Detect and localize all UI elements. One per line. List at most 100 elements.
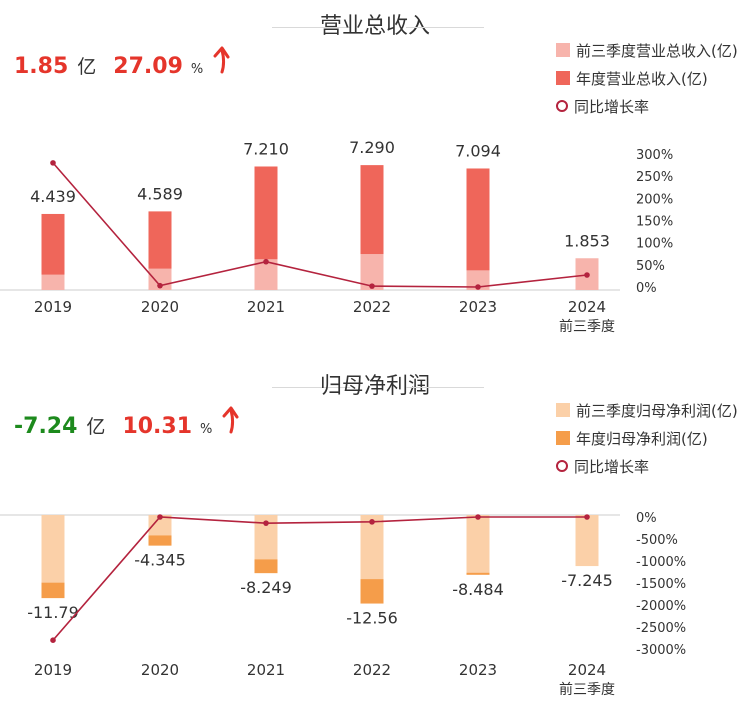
- legend-item-annual: 年度营业总收入(亿): [556, 66, 738, 90]
- profit-kpi-value: -7.24: [14, 414, 78, 439]
- right-axis-tick-label: -3000%: [636, 643, 686, 658]
- partial-bar: [41, 515, 65, 583]
- revenue-kpi-unit: 亿: [77, 56, 97, 78]
- revenue-kpi-value: 1.85: [14, 54, 69, 79]
- right-axis-tick-label: 50%: [636, 259, 665, 274]
- legend-label: 前三季度营业总收入(亿): [576, 41, 738, 60]
- right-axis-tick-label: -1000%: [636, 555, 686, 570]
- profit-kpi: -7.24 亿 10.31 %: [14, 406, 242, 446]
- partial-bar: [466, 515, 490, 573]
- category-label: 2019: [34, 661, 72, 679]
- profit-panel: 归母净利润 -7.24 亿 10.31 % 前三季度归母净利润(亿) 年度归母净…: [0, 360, 750, 723]
- right-axis-tick-label: 150%: [636, 215, 673, 230]
- category-label: 2022: [353, 661, 391, 679]
- legend-item-annual: 年度归母净利润(亿): [556, 426, 738, 450]
- legend-circle-icon: [556, 100, 568, 112]
- legend-item-growth: 同比增长率: [556, 94, 738, 118]
- growth-point: [157, 514, 163, 520]
- partial-bar: [254, 515, 278, 560]
- title-divider-left: [272, 387, 350, 388]
- title-divider-right: [406, 387, 484, 388]
- category-label: 2021: [247, 298, 285, 316]
- partial-bar: [148, 515, 172, 536]
- growth-point: [584, 272, 590, 278]
- right-axis-tick-label: 100%: [636, 237, 673, 252]
- growth-point: [369, 519, 375, 525]
- data-label: -11.79: [27, 603, 79, 622]
- right-axis-tick-label: 0%: [636, 281, 657, 296]
- partial-bar: [41, 274, 65, 290]
- revenue-legend: 前三季度营业总收入(亿) 年度营业总收入(亿) 同比增长率: [556, 38, 738, 122]
- right-axis-tick-label: -1500%: [636, 577, 686, 592]
- legend-swatch: [556, 43, 570, 57]
- up-arrow-icon: [222, 406, 239, 434]
- legend-swatch: [556, 71, 570, 85]
- up-arrow-icon: [213, 46, 230, 74]
- legend-item-partial: 前三季度归母净利润(亿): [556, 398, 738, 422]
- legend-label: 年度归母净利润(亿): [576, 429, 708, 448]
- legend-item-partial: 前三季度营业总收入(亿): [556, 38, 738, 62]
- title-divider-left: [272, 27, 350, 28]
- category-label: 2021: [247, 661, 285, 679]
- legend-swatch: [556, 431, 570, 445]
- category-label: 2020: [141, 661, 179, 679]
- category-sublabel: 前三季度: [559, 681, 615, 698]
- partial-bar: [575, 515, 599, 567]
- growth-point: [263, 520, 269, 526]
- data-label: -4.345: [134, 551, 186, 570]
- profit-kpi-unit: 亿: [86, 416, 106, 438]
- profit-title-row: 归母净利润: [0, 372, 750, 402]
- data-label: 1.853: [564, 231, 610, 250]
- category-label: 2024: [568, 298, 606, 316]
- annual-bar: [466, 168, 490, 290]
- annual-bar: [254, 166, 278, 290]
- revenue-chart: 0% 50% 100% 150% 200% 250% 300% 4.439 2019 4.589 2…: [0, 138, 673, 335]
- data-label: 7.210: [243, 139, 289, 158]
- revenue-title-row: 营业总收入: [0, 12, 750, 42]
- growth-point: [475, 284, 481, 290]
- profit-kpi-change: 10.31: [122, 414, 193, 439]
- legend-label: 同比增长率: [574, 457, 650, 476]
- legend-label: 同比增长率: [574, 97, 650, 116]
- partial-bar: [254, 259, 278, 290]
- right-axis-tick-label: -2000%: [636, 599, 686, 614]
- category-label: 2024: [568, 661, 606, 679]
- right-axis-tick-label: 0%: [636, 511, 657, 526]
- growth-point: [50, 637, 56, 643]
- growth-line: [52, 162, 588, 288]
- right-axis-tick-label: 300%: [636, 148, 673, 163]
- data-label: -7.245: [561, 571, 613, 590]
- category-label: 2020: [141, 298, 179, 316]
- category-label: 2023: [459, 661, 497, 679]
- data-label: 7.094: [455, 141, 501, 160]
- data-label: 4.439: [30, 187, 76, 206]
- revenue-kpi-change: 27.09: [113, 54, 183, 79]
- right-axis-tick-label: -2500%: [636, 621, 686, 636]
- legend-label: 年度营业总收入(亿): [576, 69, 708, 88]
- right-axis-tick-label: 250%: [636, 170, 673, 185]
- partial-bar: [466, 270, 490, 290]
- data-label: 7.290: [349, 138, 395, 157]
- growth-point: [50, 160, 56, 166]
- data-label: -12.56: [346, 609, 398, 628]
- category-label: 2022: [353, 298, 391, 316]
- revenue-panel: 营业总收入 1.85 亿 27.09 % 前三季度营业总收入(亿) 年度营业总收…: [0, 0, 750, 345]
- annual-bar: [41, 213, 65, 290]
- right-axis-tick-label: 200%: [636, 192, 673, 207]
- profit-chart: 0% -500% -1000% -1500% -2000% -2500% -3000% -11…: [0, 511, 686, 698]
- data-label: -8.484: [452, 580, 504, 599]
- revenue-kpi: 1.85 亿 27.09 %: [14, 46, 233, 86]
- growth-line: [52, 516, 587, 641]
- legend-label: 前三季度归母净利润(亿): [576, 401, 738, 420]
- profit-legend: 前三季度归母净利润(亿) 年度归母净利润(亿) 同比增长率: [556, 398, 738, 482]
- legend-swatch: [556, 403, 570, 417]
- growth-point: [157, 282, 163, 289]
- profit-kpi-change-unit: %: [200, 422, 213, 437]
- partial-bar: [360, 254, 384, 290]
- right-axis-tick-label: -500%: [636, 533, 678, 548]
- profit-title: 归母净利润: [319, 374, 430, 399]
- data-label: 4.589: [137, 184, 183, 203]
- legend-circle-icon: [556, 460, 568, 472]
- revenue-title: 营业总收入: [319, 14, 430, 39]
- legend-item-growth: 同比增长率: [556, 454, 738, 478]
